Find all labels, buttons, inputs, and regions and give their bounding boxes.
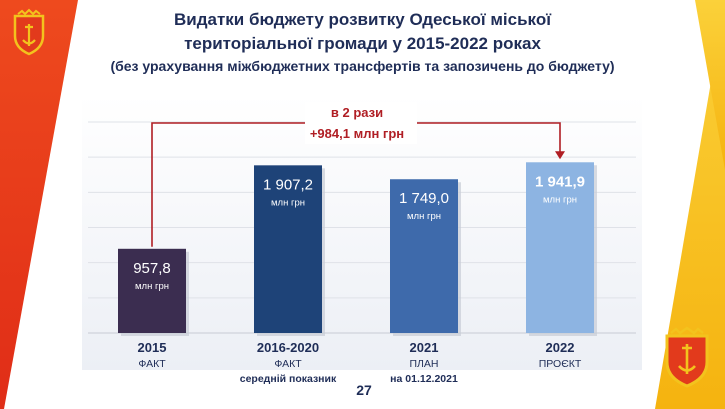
left-red-band	[0, 0, 78, 409]
data-label: 1 749,0	[399, 190, 449, 207]
title-line-2: територіальної громади у 2015-2022 роках	[184, 34, 541, 53]
odesa-coat-of-arms-icon	[665, 326, 709, 388]
bar-chart: 957,8 млн грн 2015 ФАКТ 1 907,2 млн грн 2016-2…	[88, 102, 636, 385]
right-yellow-band-top	[695, 0, 725, 170]
x-tick-sublabel: ПРОЄКТ	[539, 358, 582, 370]
x-tick-label: 2022	[546, 340, 575, 355]
x-tick-sublabel: середній показник	[240, 373, 337, 385]
x-tick-sublabel: на 01.12.2021	[390, 373, 458, 385]
bar	[390, 179, 458, 333]
growth-annotation-box	[305, 102, 417, 144]
growth-annotation-ratio: в 2 рази	[331, 105, 383, 120]
x-tick-sublabel: ПЛАН	[409, 358, 438, 370]
title-line-1: Видатки бюджету розвитку Одеської місько…	[173, 10, 551, 29]
bar	[254, 165, 322, 333]
data-label-unit: млн грн	[543, 194, 577, 205]
x-tick-sublabel: ФАКТ	[274, 358, 302, 370]
data-label: 957,8	[133, 260, 171, 277]
bar	[526, 162, 594, 333]
growth-annotation-amount: +984,1 млн грн	[310, 126, 404, 141]
data-label-unit: млн грн	[135, 281, 169, 292]
data-label-unit: млн грн	[271, 197, 305, 208]
page-number: 27	[356, 382, 372, 398]
bar	[118, 248, 186, 333]
title-line-3: (без урахування міжбюджетних трансфертів…	[110, 58, 615, 74]
x-tick-sublabel: ФАКТ	[138, 358, 166, 370]
growth-arrow-head	[555, 151, 565, 160]
data-label: 1 907,2	[263, 176, 313, 193]
odesa-coat-of-arms-icon	[13, 8, 45, 56]
right-yellow-band	[655, 0, 725, 409]
x-tick-label: 2021	[410, 340, 439, 355]
data-label-unit: млн грн	[407, 211, 441, 222]
data-label: 1 941,9	[535, 173, 585, 190]
x-tick-label: 2016-2020	[257, 340, 319, 355]
x-tick-label: 2015	[138, 340, 167, 355]
